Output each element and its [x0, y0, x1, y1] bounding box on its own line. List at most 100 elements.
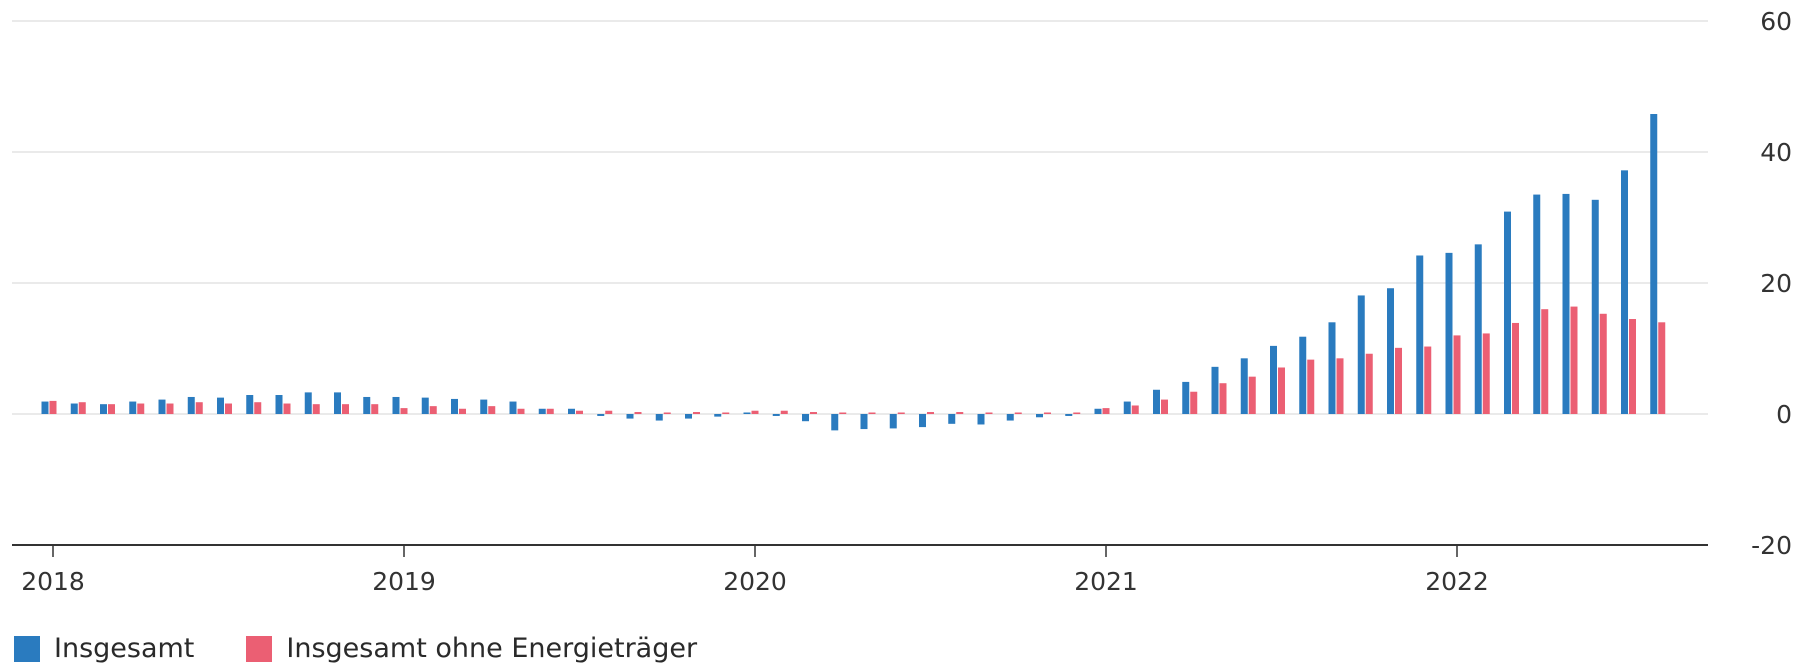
bar-ohne-energietraeger[interactable]: [1541, 309, 1549, 414]
bar-insgesamt[interactable]: [626, 414, 634, 419]
bar-ohne-energietraeger[interactable]: [839, 412, 847, 415]
bar-insgesamt[interactable]: [860, 414, 868, 430]
bar-ohne-energietraeger[interactable]: [1570, 306, 1578, 414]
bar-insgesamt[interactable]: [100, 404, 107, 414]
bar-insgesamt[interactable]: [1328, 322, 1336, 414]
bar-insgesamt[interactable]: [977, 414, 985, 425]
bar-insgesamt[interactable]: [304, 392, 312, 414]
bar-insgesamt[interactable]: [1504, 211, 1511, 414]
bar-insgesamt[interactable]: [187, 396, 195, 414]
bar-insgesamt[interactable]: [889, 414, 897, 429]
bar-ohne-energietraeger[interactable]: [1424, 346, 1432, 414]
bar-ohne-energietraeger[interactable]: [722, 412, 730, 415]
bar-ohne-energietraeger[interactable]: [576, 410, 583, 414]
bar-ohne-energietraeger[interactable]: [985, 412, 993, 415]
bar-ohne-energietraeger[interactable]: [956, 412, 964, 414]
bar-ohne-energietraeger[interactable]: [1512, 322, 1519, 414]
bar-ohne-energietraeger[interactable]: [108, 404, 115, 414]
bar-ohne-energietraeger[interactable]: [429, 406, 437, 414]
bar-insgesamt[interactable]: [948, 414, 956, 424]
bar-insgesamt[interactable]: [363, 396, 371, 414]
bar-insgesamt[interactable]: [480, 399, 488, 414]
bar-insgesamt[interactable]: [1299, 336, 1307, 414]
bar-insgesamt[interactable]: [41, 401, 49, 414]
bar-insgesamt[interactable]: [1006, 414, 1014, 421]
bar-insgesamt[interactable]: [1211, 366, 1219, 414]
bar-ohne-energietraeger[interactable]: [634, 412, 642, 414]
bar-insgesamt[interactable]: [1416, 255, 1424, 414]
bar-insgesamt[interactable]: [743, 412, 751, 415]
bar-ohne-energietraeger[interactable]: [342, 404, 349, 414]
bar-insgesamt[interactable]: [1621, 170, 1628, 414]
legend-item-insgesamt[interactable]: Insgesamt: [14, 633, 194, 664]
bar-ohne-energietraeger[interactable]: [371, 404, 379, 414]
bar-ohne-energietraeger[interactable]: [49, 400, 57, 414]
bar-ohne-energietraeger[interactable]: [166, 403, 174, 414]
bar-insgesamt[interactable]: [1094, 408, 1102, 414]
bar-ohne-energietraeger[interactable]: [1482, 333, 1490, 414]
bar-ohne-energietraeger[interactable]: [1073, 412, 1081, 415]
bar-insgesamt[interactable]: [568, 408, 575, 414]
bar-insgesamt[interactable]: [1533, 194, 1541, 414]
bar-ohne-energietraeger[interactable]: [546, 408, 554, 414]
bar-ohne-energietraeger[interactable]: [137, 403, 145, 414]
bar-ohne-energietraeger[interactable]: [897, 412, 905, 415]
bar-ohne-energietraeger[interactable]: [751, 410, 759, 414]
bar-insgesamt[interactable]: [334, 392, 341, 414]
bar-insgesamt[interactable]: [802, 414, 809, 422]
bar-insgesamt[interactable]: [392, 396, 400, 414]
bar-ohne-energietraeger[interactable]: [488, 406, 496, 414]
bar-insgesamt[interactable]: [70, 403, 78, 414]
bar-insgesamt[interactable]: [772, 414, 780, 416]
bar-insgesamt[interactable]: [1650, 114, 1658, 414]
bar-insgesamt[interactable]: [655, 414, 663, 421]
bar-insgesamt[interactable]: [538, 408, 546, 414]
bar-ohne-energietraeger[interactable]: [1248, 376, 1256, 414]
bar-ohne-energietraeger[interactable]: [283, 403, 291, 414]
bar-insgesamt[interactable]: [831, 414, 839, 431]
bar-insgesamt[interactable]: [1591, 199, 1599, 414]
bar-insgesamt[interactable]: [129, 401, 137, 414]
bar-insgesamt[interactable]: [275, 395, 283, 414]
bar-ohne-energietraeger[interactable]: [517, 408, 525, 414]
bar-insgesamt[interactable]: [1357, 295, 1365, 414]
bar-ohne-energietraeger[interactable]: [810, 412, 817, 414]
bar-insgesamt[interactable]: [1445, 252, 1453, 414]
bar-insgesamt[interactable]: [1562, 193, 1570, 414]
bar-ohne-energietraeger[interactable]: [312, 404, 320, 414]
bar-insgesamt[interactable]: [714, 414, 722, 417]
bar-ohne-energietraeger[interactable]: [1161, 399, 1168, 414]
bar-ohne-energietraeger[interactable]: [693, 412, 700, 414]
bar-insgesamt[interactable]: [1036, 414, 1043, 418]
bar-ohne-energietraeger[interactable]: [1190, 391, 1198, 414]
bar-ohne-energietraeger[interactable]: [195, 402, 203, 414]
bar-ohne-energietraeger[interactable]: [1307, 359, 1315, 414]
bar-ohne-energietraeger[interactable]: [1658, 322, 1666, 414]
bar-ohne-energietraeger[interactable]: [78, 402, 86, 414]
bar-insgesamt[interactable]: [1270, 345, 1277, 414]
bar-insgesamt[interactable]: [597, 414, 605, 416]
bar-insgesamt[interactable]: [1474, 244, 1482, 414]
bar-ohne-energietraeger[interactable]: [1014, 412, 1022, 415]
bar-insgesamt[interactable]: [1387, 288, 1394, 414]
bar-insgesamt[interactable]: [1182, 381, 1190, 414]
bar-ohne-energietraeger[interactable]: [1336, 358, 1344, 414]
bar-insgesamt[interactable]: [1065, 414, 1073, 416]
bar-ohne-energietraeger[interactable]: [1102, 408, 1110, 414]
bar-ohne-energietraeger[interactable]: [1131, 405, 1139, 414]
bar-ohne-energietraeger[interactable]: [663, 412, 671, 415]
bar-ohne-energietraeger[interactable]: [780, 410, 788, 414]
bar-ohne-energietraeger[interactable]: [400, 408, 408, 414]
bar-insgesamt[interactable]: [919, 414, 926, 428]
bar-ohne-energietraeger[interactable]: [1278, 367, 1285, 414]
bar-insgesamt[interactable]: [685, 414, 692, 419]
bar-insgesamt[interactable]: [509, 401, 517, 414]
bar-insgesamt[interactable]: [451, 398, 458, 414]
bar-insgesamt[interactable]: [217, 397, 224, 414]
bar-ohne-energietraeger[interactable]: [927, 412, 934, 414]
bar-ohne-energietraeger[interactable]: [1365, 353, 1373, 414]
bar-insgesamt[interactable]: [1153, 389, 1160, 414]
bar-ohne-energietraeger[interactable]: [1453, 335, 1461, 414]
bar-insgesamt[interactable]: [1123, 401, 1131, 414]
bar-ohne-energietraeger[interactable]: [1629, 319, 1636, 414]
